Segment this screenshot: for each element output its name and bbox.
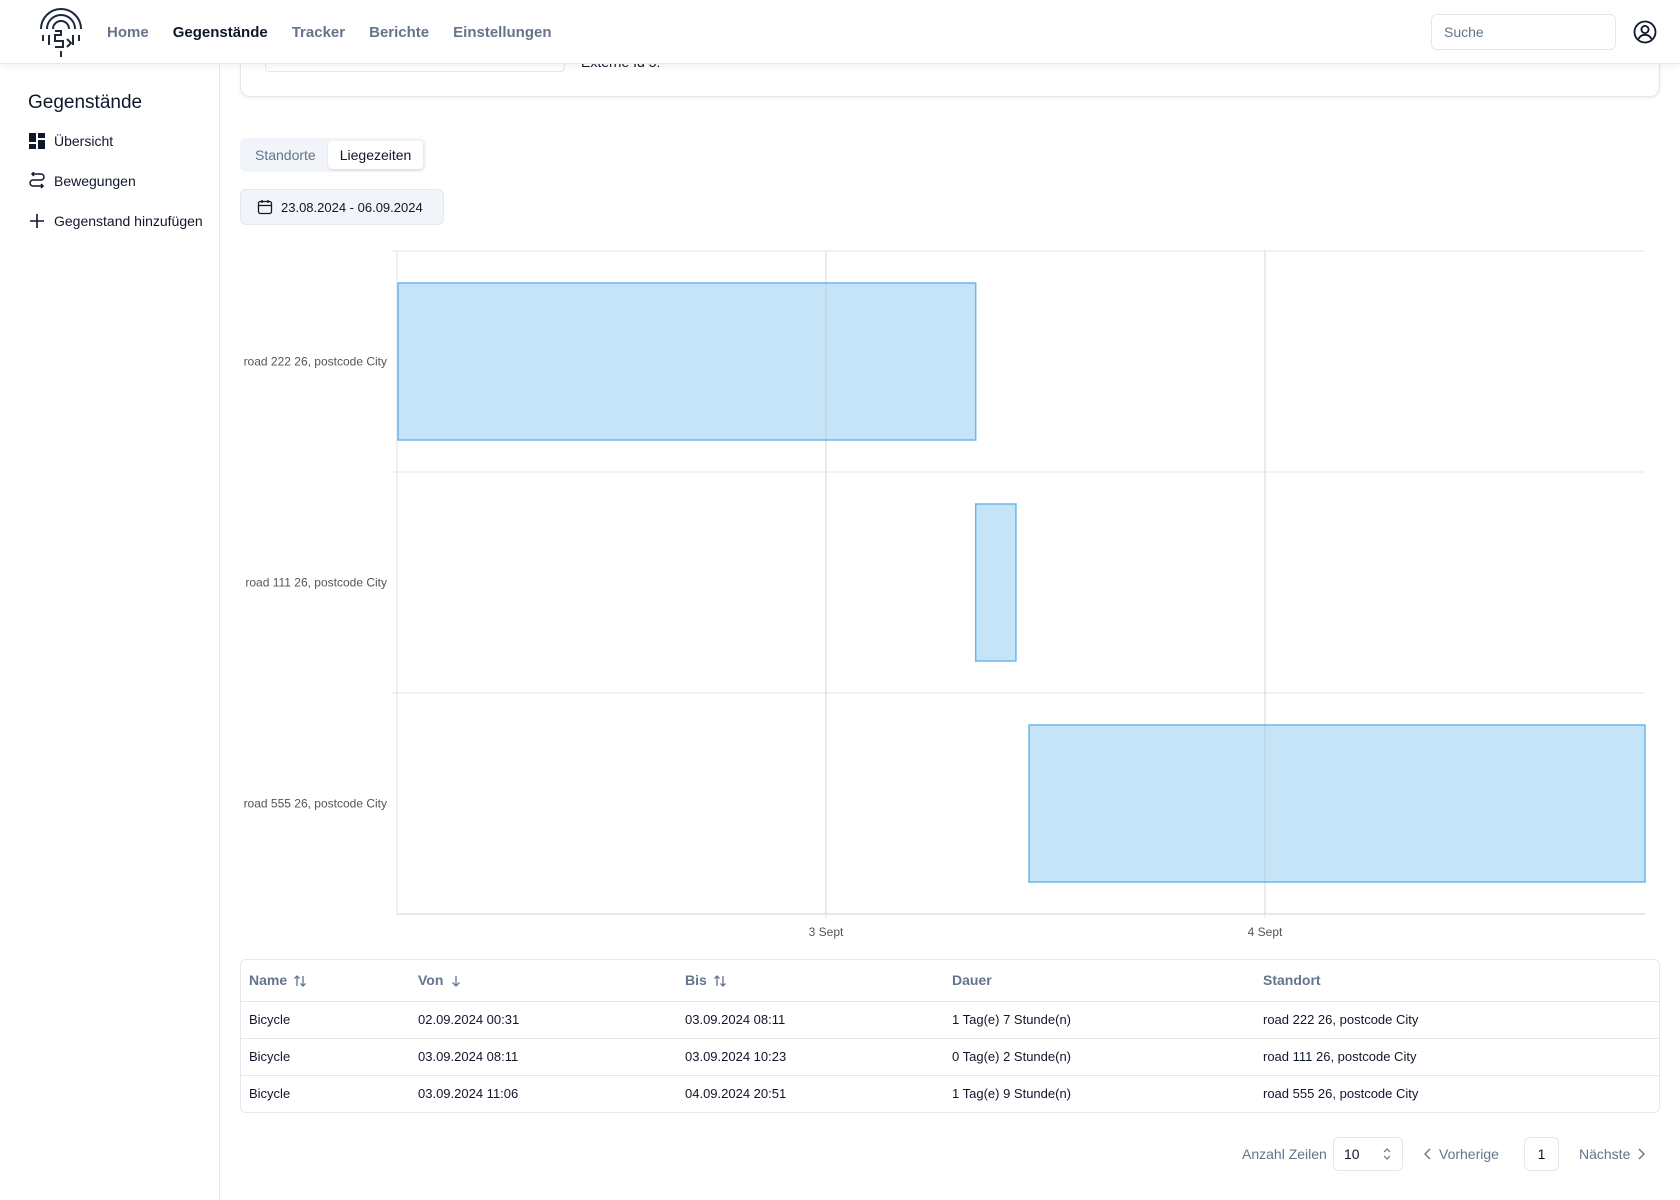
nav-gegenstaende[interactable]: Gegenstände (172, 23, 268, 41)
sidebar: Gegenstände Übersicht Bewegungen Gegenst… (0, 64, 220, 1200)
cell-von: 03.09.2024 11:06 (418, 1086, 519, 1102)
dwell-time-chart: 3 Sept 4 Sept road 222 26, postcode City ro… (244, 250, 1646, 939)
column-header-dauer[interactable]: Dauer (944, 960, 1255, 1002)
column-header-name[interactable]: Name (241, 960, 410, 1002)
sidebar-item-label: Übersicht (54, 133, 114, 149)
y-category-label: road 111 26, postcode City (245, 576, 387, 590)
chevron-right-icon (1638, 1148, 1646, 1160)
column-header-von[interactable]: Von (410, 960, 677, 1002)
table-row[interactable]: Bicycle 03.09.2024 08:11 03.09.2024 10:2… (241, 1038, 1659, 1076)
calendar-icon (257, 200, 273, 215)
rows-per-page-label: Anzahl Zeilen (1242, 1146, 1327, 1162)
next-page-button[interactable]: Nächste (1579, 1137, 1646, 1171)
nav-tracker[interactable]: Tracker (291, 23, 346, 41)
tab-liegezeiten[interactable]: Liegezeiten (327, 141, 424, 169)
sidebar-item-label: Gegenstand hinzufügen (54, 213, 203, 229)
logo-icon[interactable] (38, 5, 84, 59)
rows-per-page-value: 10 (1344, 1146, 1360, 1162)
y-category-label: road 555 26, postcode City (244, 797, 387, 811)
nav-home[interactable]: Home (107, 23, 149, 41)
dwell-time-table: Name Von Bis Dauer Standort Bicycle 02.0… (240, 959, 1660, 1113)
sidebar-item-gegenstand-hinzufuegen[interactable]: Gegenstand hinzufügen (28, 212, 203, 230)
sort-both-icon (294, 975, 307, 988)
previous-page-label: Vorherige (1439, 1146, 1499, 1162)
cell-von: 02.09.2024 00:31 (410, 1001, 677, 1039)
dwell-bar (1028, 724, 1646, 883)
table-row[interactable]: Bicycle 03.09.2024 11:06 04.09.2024 20:5… (241, 1075, 1659, 1112)
column-label: Name (249, 972, 288, 989)
cell-bis: 03.09.2024 08:11 (677, 1001, 944, 1039)
sort-both-icon (713, 975, 726, 988)
cell-name: Bicycle (241, 1001, 410, 1039)
date-range-button[interactable]: 23.08.2024 - 06.09.2024 (240, 189, 444, 225)
sidebar-item-uebersicht[interactable]: Übersicht (28, 132, 113, 150)
cell-von: 03.09.2024 08:11 (410, 1038, 677, 1076)
chevron-up-down-icon (1383, 1148, 1391, 1160)
route-icon (29, 172, 45, 189)
y-category-label: road 222 26, postcode City (244, 355, 387, 369)
previous-page-button[interactable]: Vorherige (1423, 1137, 1499, 1171)
main-nav: Home Gegenstände Tracker Berichte Einste… (107, 0, 551, 64)
top-header: Home Gegenstände Tracker Berichte Einste… (0, 0, 1680, 64)
next-page-label: Nächste (1579, 1146, 1631, 1162)
sidebar-title: Gegenstände (28, 92, 143, 113)
cell-standort: road 111 26, postcode City (1255, 1038, 1659, 1076)
cell-bis: 04.09.2024 20:51 (685, 1086, 787, 1102)
user-circle-icon[interactable] (1633, 20, 1657, 44)
table-header-row: Name Von Bis Dauer Standort (241, 960, 1659, 1002)
nav-einstellungen[interactable]: Einstellungen (453, 23, 552, 41)
dwell-bar (974, 503, 1017, 662)
column-header-standort[interactable]: Standort (1255, 960, 1659, 1002)
plus-icon (30, 214, 44, 228)
nav-berichte[interactable]: Berichte (369, 23, 430, 41)
column-label: Dauer (952, 972, 992, 989)
sidebar-item-bewegungen[interactable]: Bewegungen (28, 172, 136, 190)
cell-name: Bicycle (241, 1038, 410, 1076)
column-header-bis[interactable]: Bis (677, 960, 944, 1002)
dwell-bar (397, 282, 977, 441)
table-row[interactable]: Bicycle 02.09.2024 00:31 03.09.2024 08:1… (241, 1001, 1659, 1039)
current-page-button[interactable]: 1 (1524, 1137, 1559, 1171)
cell-dauer: 1 Tag(e) 9 Stunde(n) (952, 1086, 1071, 1102)
cell-standort: road 555 26, postcode City (1263, 1086, 1419, 1102)
column-label: Von (418, 972, 444, 989)
rows-per-page-select[interactable]: 10 (1333, 1137, 1403, 1171)
view-tabs: Standorte Liegezeiten (240, 138, 427, 172)
dashboard-icon (29, 133, 45, 149)
x-tick-label: 4 Sept (1248, 925, 1283, 939)
column-label: Bis (685, 972, 707, 989)
tab-standorte[interactable]: Standorte (255, 147, 316, 163)
date-range-label: 23.08.2024 - 06.09.2024 (281, 199, 423, 215)
x-tick-label: 3 Sept (809, 925, 844, 939)
chevron-left-icon (1424, 1148, 1431, 1160)
cell-standort: road 222 26, postcode City (1255, 1001, 1659, 1039)
cell-name: Bicycle (249, 1086, 291, 1102)
cell-dauer: 1 Tag(e) 7 Stunde(n) (944, 1001, 1255, 1039)
search-input[interactable] (1431, 14, 1616, 50)
sidebar-item-label: Bewegungen (54, 173, 136, 189)
sort-down-icon (452, 976, 461, 988)
column-label: Standort (1263, 972, 1321, 989)
cell-bis: 03.09.2024 10:23 (677, 1038, 944, 1076)
cell-dauer: 0 Tag(e) 2 Stunde(n) (944, 1038, 1255, 1076)
